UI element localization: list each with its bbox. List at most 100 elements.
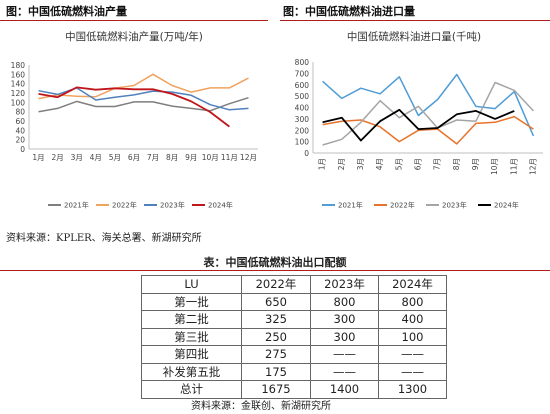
y-tick-label: 800 [295, 58, 310, 67]
table-cell: 1675 [241, 380, 311, 399]
series-line [322, 73, 535, 137]
y-tick-label: 40 [15, 126, 25, 135]
x-tick-label: 10月 [202, 153, 219, 162]
table-cell: 第三批 [141, 327, 242, 346]
y-tick-label: 500 [295, 92, 310, 101]
legend-label: 2021年 [338, 201, 363, 210]
table-cell: 175 [241, 362, 311, 381]
y-tick-label: 160 [11, 70, 26, 79]
table-header-cell: LU [141, 275, 242, 294]
legend-label: 2023年 [160, 201, 185, 210]
legend-label: 2021年 [64, 201, 89, 210]
x-tick-label: 2月 [51, 153, 63, 162]
x-tick-label: 11月 [509, 158, 518, 175]
series-line [38, 96, 249, 113]
table-cell: 800 [378, 292, 447, 311]
y-tick-label: 700 [295, 69, 310, 78]
table-cell: —— [310, 345, 379, 364]
table-cell: 第四批 [141, 345, 242, 364]
y-tick-label: 140 [11, 80, 26, 89]
x-tick-label: 1月 [32, 153, 44, 162]
table-cell: 300 [310, 310, 379, 329]
right-heading-rule [280, 20, 550, 21]
y-tick-label: 600 [295, 81, 310, 90]
series-line [322, 81, 534, 146]
table-header-cell: 2024年 [378, 275, 447, 294]
x-tick-label: 8月 [452, 158, 461, 170]
chart-title: 中国低硫燃料油产量(万吨/年) [65, 30, 203, 43]
table-cell: 800 [310, 292, 379, 311]
right-figure-heading: 图：中国低硫燃料油进口量 [283, 5, 415, 18]
legend-label: 2022年 [112, 201, 137, 210]
table-row: 补发第五批 175 —— —— [141, 362, 447, 381]
table-cell: 第二批 [141, 310, 242, 329]
x-tick-label: 8月 [166, 153, 178, 162]
table-cell: 250 [241, 327, 311, 346]
table-cell: 总计 [141, 380, 242, 399]
series-line [322, 108, 515, 142]
x-tick-label: 3月 [71, 153, 83, 162]
table-title: 表：中国低硫燃料油出口配额 [203, 256, 347, 269]
series-line [38, 73, 249, 100]
y-tick-label: 100 [11, 98, 26, 107]
y-tick-label: 0 [304, 149, 309, 158]
table-row: 第二批 325 300 400 [141, 310, 447, 329]
x-tick-label: 3月 [356, 158, 365, 170]
table-cell: 650 [241, 292, 311, 311]
table-header-cell: 2023年 [310, 275, 379, 294]
table-cell: —— [378, 345, 447, 364]
table-row: 总计 1675 1400 1300 [141, 380, 447, 399]
x-tick-label: 4月 [375, 158, 384, 170]
y-tick-label: 180 [11, 61, 26, 70]
table-cell: 275 [241, 345, 311, 364]
chart-title: 中国低硫燃料油进口量(千吨) [347, 30, 481, 43]
table-cell: 300 [310, 327, 379, 346]
legend-label: 2024年 [494, 201, 519, 210]
table-header-cell: 2022年 [241, 275, 311, 294]
x-tick-label: 2月 [337, 158, 346, 170]
y-tick-label: 20 [15, 136, 25, 145]
x-tick-label: 5月 [109, 153, 121, 162]
table-cell: 400 [378, 310, 447, 329]
x-tick-label: 6月 [413, 158, 422, 170]
table-cell: —— [378, 362, 447, 381]
table-cell: 1300 [378, 380, 447, 399]
table-cell: 1400 [310, 380, 379, 399]
y-tick-label: 200 [295, 126, 310, 135]
table-cell: —— [310, 362, 379, 381]
x-tick-label: 12月 [528, 158, 537, 175]
import-chart: 中国低硫燃料油进口量(千吨) 0 100 200 300 400 500 600 700 800 1… [295, 30, 543, 210]
legend-label: 2024年 [208, 201, 233, 210]
y-tick-label: 400 [295, 104, 310, 113]
y-tick-label: 300 [295, 115, 310, 124]
legend-label: 2023年 [442, 201, 467, 210]
x-tick-label: 9月 [471, 158, 480, 170]
x-tick-label: 10月 [490, 158, 499, 175]
table-cell: 第一批 [141, 292, 242, 311]
x-tick-label: 12月 [240, 153, 257, 162]
export-quota-table: LU 2022年 2023年 2024年 第一批 650 800 800 第二批… [141, 275, 447, 399]
y-tick-label: 60 [15, 117, 25, 126]
x-tick-label: 9月 [185, 153, 197, 162]
table-cell: 325 [241, 310, 311, 329]
x-tick-label: 11月 [221, 153, 238, 162]
table-header-row: LU 2022年 2023年 2024年 [141, 275, 447, 294]
table-source-note: 资料来源：金联创、新湖研究所 [191, 401, 331, 412]
charts-source-note: 资料来源：KPLER、海关总署、新湖研究所 [6, 233, 202, 244]
legend-label: 2022年 [390, 201, 415, 210]
x-tick-label: 4月 [90, 153, 102, 162]
x-tick-label: 6月 [128, 153, 140, 162]
left-figure-heading: 图：中国低硫燃料油产量 [6, 5, 127, 18]
x-tick-label: 7月 [147, 153, 159, 162]
x-tick-label: 7月 [433, 158, 442, 170]
x-tick-label: 5月 [394, 158, 403, 170]
y-tick-label: 0 [20, 145, 25, 154]
table-cell: 100 [378, 327, 447, 346]
y-tick-label: 100 [295, 138, 310, 147]
y-tick-label: 120 [11, 89, 26, 98]
table-cell: 补发第五批 [141, 362, 242, 381]
table-heading-rule [0, 270, 550, 271]
y-tick-label: 80 [15, 108, 25, 117]
table-row: 第一批 650 800 800 [141, 292, 447, 311]
